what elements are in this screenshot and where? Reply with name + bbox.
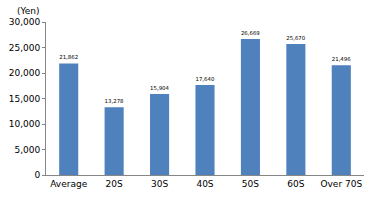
svg-text:5,000: 5,000 [14,145,40,155]
svg-text:20,000: 20,000 [9,68,41,78]
svg-text:17,640: 17,640 [195,76,214,82]
svg-text:15,000: 15,000 [9,94,41,104]
svg-text:50S: 50S [242,179,259,189]
svg-text:20S: 20S [106,179,123,189]
svg-text:15,904: 15,904 [150,85,169,91]
svg-text:30S: 30S [151,179,168,189]
svg-text:21,496: 21,496 [332,56,351,62]
svg-text:26,669: 26,669 [241,30,260,36]
svg-text:13,278: 13,278 [105,98,124,104]
svg-text:25,670: 25,670 [286,35,305,41]
svg-text:60S: 60S [287,179,304,189]
svg-text:Over 70S: Over 70S [320,179,362,189]
svg-text:40S: 40S [196,179,213,189]
svg-text:0: 0 [34,170,40,180]
svg-text:30,000: 30,000 [9,17,41,27]
svg-text:(Yen): (Yen) [17,6,40,16]
svg-text:21,862: 21,862 [59,54,78,60]
svg-text:Average: Average [50,179,87,189]
svg-text:10,000: 10,000 [9,119,41,129]
svg-text:25,000: 25,000 [9,43,41,53]
